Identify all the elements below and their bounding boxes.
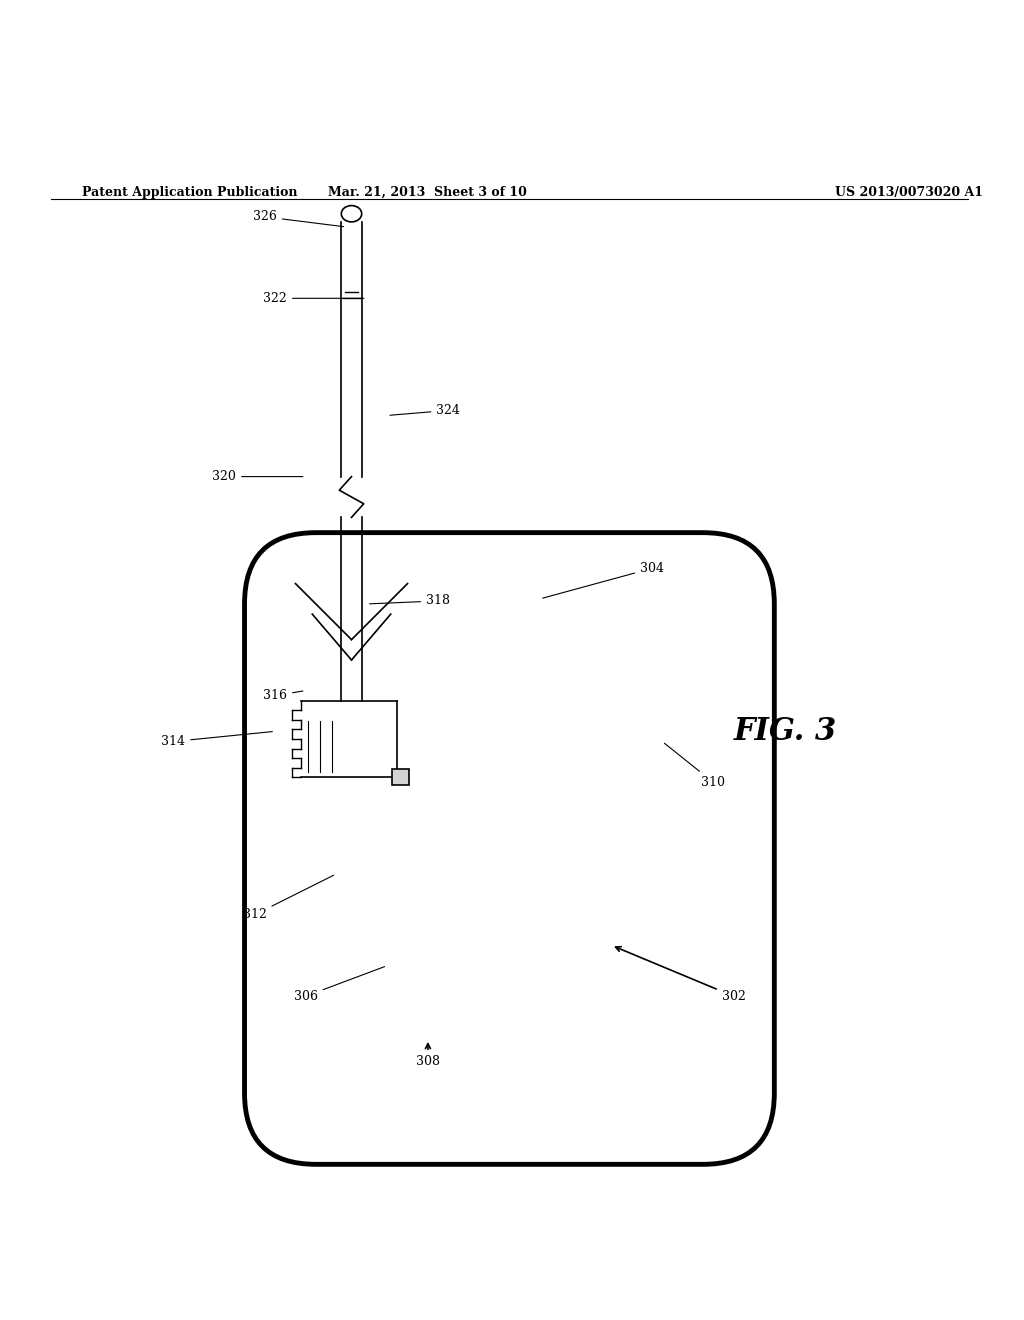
Text: 324: 324 [390,404,460,417]
Text: 316: 316 [263,689,303,702]
Text: 302: 302 [615,946,745,1003]
Text: US 2013/0073020 A1: US 2013/0073020 A1 [836,186,983,199]
Text: 308: 308 [416,1044,440,1068]
Text: 322: 322 [263,292,364,305]
Text: FIG. 3: FIG. 3 [733,715,837,747]
Text: 320: 320 [212,470,303,483]
FancyBboxPatch shape [245,533,774,1164]
Text: Patent Application Publication: Patent Application Publication [82,186,297,199]
Ellipse shape [341,206,361,222]
Text: 306: 306 [294,966,385,1003]
Text: 314: 314 [161,731,272,748]
Text: 304: 304 [543,562,664,598]
Text: 318: 318 [370,594,451,607]
Text: Mar. 21, 2013  Sheet 3 of 10: Mar. 21, 2013 Sheet 3 of 10 [329,186,527,199]
Bar [392,770,409,785]
Text: 326: 326 [253,210,344,227]
Text: 312: 312 [243,875,334,921]
Text: 310: 310 [665,743,725,789]
